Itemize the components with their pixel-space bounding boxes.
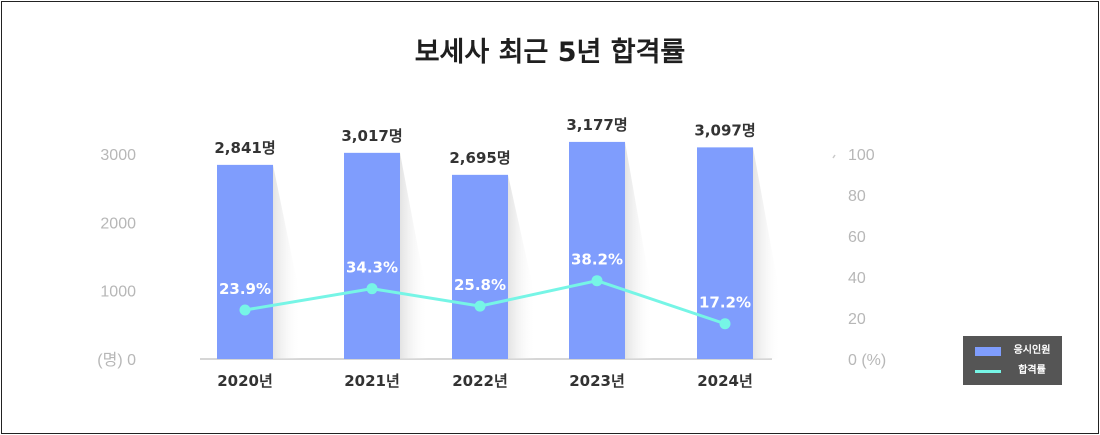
bar-value-label: 3,177명 <box>566 116 627 134</box>
y-right-tick-label: 80 <box>848 188 866 205</box>
x-category-label: 2022년 <box>452 372 508 390</box>
x-category-label: 2020년 <box>217 372 273 390</box>
y-right-tick-label: 0 (%) <box>848 352 886 369</box>
pass-rate-label: 34.3% <box>346 259 398 277</box>
pass-rate-label: 25.8% <box>454 276 506 294</box>
bar-value-label: 3,097명 <box>694 121 755 139</box>
y-left-tick-label: 2000 <box>100 215 136 232</box>
legend-label-applicants: 응시인원 <box>1013 345 1051 356</box>
x-category-label: 2023년 <box>569 372 625 390</box>
legend-item-pass-rate: 합격률 <box>963 362 1062 380</box>
y-right-tick-label: 100 <box>848 147 875 164</box>
legend-label-pass-rate: 합격률 <box>1018 365 1046 376</box>
bar-applicants <box>344 152 400 359</box>
bar-applicants <box>452 174 508 359</box>
y-left-tick-label: (명) 0 <box>97 351 136 369</box>
pass-rate-label: 17.2% <box>699 294 751 312</box>
pass-rate-point <box>591 275 603 287</box>
bar-value-label: 2,841명 <box>214 139 275 157</box>
pass-rate-point <box>239 304 251 316</box>
legend-swatch-line <box>975 370 1001 373</box>
x-category-label: 2024년 <box>697 372 753 390</box>
pass-rate-point <box>719 318 731 330</box>
chart-legend: 응시인원 합격률 <box>963 336 1062 385</box>
bar-value-label: 2,695명 <box>449 149 510 167</box>
y-left-tick-label: 1000 <box>100 284 136 301</box>
y-right-tick-label: 20 <box>848 311 866 328</box>
bar-applicants <box>217 164 273 359</box>
x-category-label: 2021년 <box>344 372 400 390</box>
pass-rate-label: 38.2% <box>571 251 623 269</box>
right-axis-top-mark <box>832 154 836 159</box>
y-right-tick-label: 40 <box>848 270 866 287</box>
chart-title: 보세사 최근 5년 합격률 <box>414 37 686 68</box>
bar-shadow <box>508 174 536 359</box>
legend-item-applicants: 응시인원 <box>963 342 1062 360</box>
pass-rate-point <box>366 283 378 295</box>
bar-applicants <box>569 141 625 359</box>
legend-swatch-bar <box>975 347 1001 356</box>
bar-shadow <box>400 152 428 359</box>
bar-shadow <box>753 147 781 359</box>
bar-shadow <box>625 141 653 359</box>
pass-rate-label: 23.9% <box>219 280 271 298</box>
y-left-tick-label: 3000 <box>100 147 136 164</box>
bar-value-label: 3,017명 <box>341 127 402 145</box>
y-right-tick-label: 60 <box>848 229 866 246</box>
bar-shadow <box>273 164 301 359</box>
pass-rate-point <box>474 300 486 312</box>
